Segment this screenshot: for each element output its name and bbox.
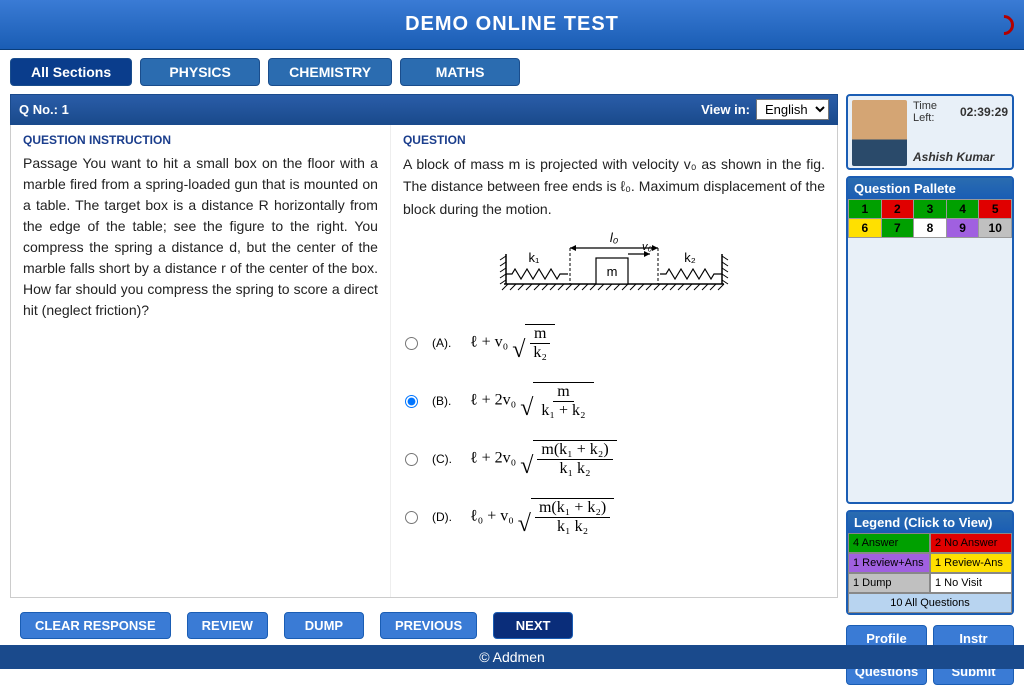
pallete-cell[interactable]: 6 [849,219,881,237]
option-c-formula: ℓ + 2v₀ √m(k₁ + k₂)k₁ k₂ [470,440,617,478]
time-left-label: Time Left: [913,100,960,124]
question-panel: QUESTION A block of mass m is projected … [391,125,837,597]
option-a-formula: ℓ + v₀ √mk₂ [470,324,555,362]
tab-all-sections[interactable]: All Sections [10,58,132,86]
previous-button[interactable]: PREVIOUS [380,612,477,639]
pallete-grid: 12345 678910 [848,199,1012,238]
question-diagram: l₀ k₁ [403,232,825,302]
next-button[interactable]: NEXT [493,612,573,639]
legend-all[interactable]: 10 All Questions [848,593,1012,613]
question-text: A block of mass m is projected with velo… [403,153,825,220]
pallete-title: Question Pallete [848,178,1012,199]
option-a[interactable]: (A). ℓ + v₀ √mk₂ [403,314,825,372]
question-number: Q No.: 1 [19,102,69,117]
section-tabs: All Sections PHYSICS CHEMISTRY MATHS [0,50,1024,94]
legend-item[interactable]: 2 No Answer [930,533,1012,553]
svg-text:v₀: v₀ [642,241,653,253]
question-label: QUESTION [403,133,825,147]
pallete-cell[interactable]: 3 [914,200,946,218]
options-list: (A). ℓ + v₀ √mk₂ (B). ℓ + 2v₀ √mk₁ + k₂ [403,314,825,546]
option-b[interactable]: (B). ℓ + 2v₀ √mk₁ + k₂ [403,372,825,430]
pallete-cell[interactable]: 8 [914,219,946,237]
tab-physics[interactable]: PHYSICS [140,58,260,86]
review-button[interactable]: REVIEW [187,612,268,639]
option-d-radio[interactable] [405,511,418,524]
svg-text:k₁: k₁ [529,250,541,265]
app-header: DEMO ONLINE TEST [0,0,1024,50]
avatar [852,100,907,166]
legend-grid: 4 Answer2 No Answer1 Review+Ans1 Review-… [848,533,1012,613]
pallete-cell[interactable]: 10 [979,219,1011,237]
legend-item[interactable]: 4 Answer [848,533,930,553]
pallete-cell[interactable]: 5 [979,200,1011,218]
language-select[interactable]: English [756,99,829,120]
legend-item[interactable]: 1 Review-Ans [930,553,1012,573]
pallete-cell[interactable]: 1 [849,200,881,218]
option-a-radio[interactable] [405,337,418,350]
legend-panel: Legend (Click to View) 4 Answer2 No Answ… [846,510,1014,615]
question-pallete-panel: Question Pallete 12345 678910 [846,176,1014,504]
footer: © Addmen [0,645,1024,669]
pallete-cell[interactable]: 7 [882,219,914,237]
time-left-value: 02:39:29 [960,105,1008,119]
pallete-cell[interactable]: 2 [882,200,914,218]
app-title: DEMO ONLINE TEST [405,13,619,36]
instruction-text: Passage You want to hit a small box on t… [23,153,378,321]
legend-title[interactable]: Legend (Click to View) [848,512,1012,533]
svg-text:m: m [607,264,618,279]
option-c[interactable]: (C). ℓ + 2v₀ √m(k₁ + k₂)k₁ k₂ [403,430,825,488]
pallete-cell[interactable]: 9 [947,219,979,237]
tab-chemistry[interactable]: CHEMISTRY [268,58,392,86]
svg-text:l₀: l₀ [610,232,619,245]
user-box: Time Left: 02:39:29 Ashish Kumar [846,94,1014,170]
instruction-panel: QUESTION INSTRUCTION Passage You want to… [11,125,391,597]
pallete-cell[interactable]: 4 [947,200,979,218]
dump-button[interactable]: DUMP [284,612,364,639]
option-b-radio[interactable] [405,395,418,408]
legend-item[interactable]: 1 Review+Ans [848,553,930,573]
question-header: Q No.: 1 View in: English [10,94,838,125]
svg-text:k₂: k₂ [684,250,696,265]
option-d-formula: ℓ₀ + v₀ √m(k₁ + k₂)k₁ k₂ [470,498,614,536]
instruction-label: QUESTION INSTRUCTION [23,133,378,147]
tab-maths[interactable]: MATHS [400,58,520,86]
legend-item[interactable]: 1 No Visit [930,573,1012,593]
viewin-label: View in: [701,102,750,117]
option-c-radio[interactable] [405,453,418,466]
clear-response-button[interactable]: CLEAR RESPONSE [20,612,171,639]
legend-item[interactable]: 1 Dump [848,573,930,593]
refresh-icon[interactable] [990,11,1018,39]
user-name: Ashish Kumar [913,150,1008,164]
option-d[interactable]: (D). ℓ₀ + v₀ √m(k₁ + k₂)k₁ k₂ [403,488,825,546]
option-b-formula: ℓ + 2v₀ √mk₁ + k₂ [470,382,594,420]
